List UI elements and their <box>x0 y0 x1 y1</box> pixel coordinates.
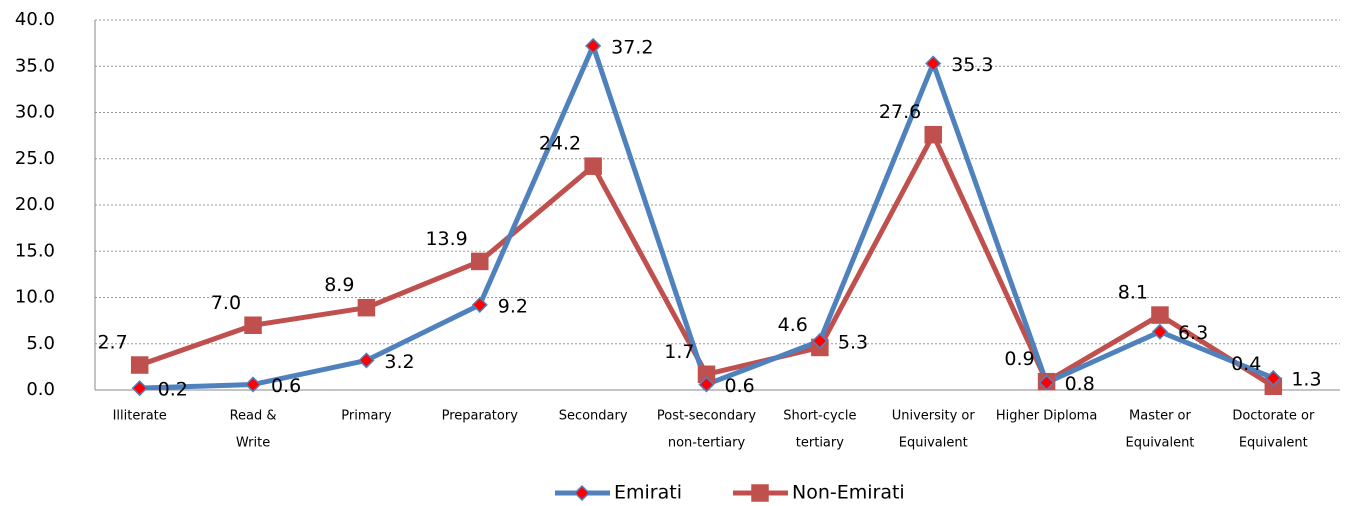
marker <box>471 296 488 313</box>
x-tick-label: Illiterate <box>113 409 167 424</box>
marker <box>244 376 262 393</box>
data-label: 1.3 <box>1291 368 1321 390</box>
series-line <box>138 132 1275 389</box>
marker <box>584 157 602 175</box>
legend-marker <box>573 484 591 502</box>
data-label: 24.2 <box>539 133 581 155</box>
marker <box>1151 306 1169 324</box>
data-label: 35.3 <box>951 54 993 76</box>
x-tick-label: non-tertiary <box>668 436 746 451</box>
data-label: 2.7 <box>97 332 127 354</box>
marker <box>811 332 828 350</box>
marker <box>1265 369 1282 387</box>
x-tick-label: Secondary <box>559 409 628 424</box>
legend-marker <box>751 484 769 502</box>
x-tick-label: tertiary <box>796 436 844 451</box>
y-tick-label: 30.0 <box>15 102 55 123</box>
data-label: 27.6 <box>879 101 921 123</box>
data-label: 7.0 <box>211 292 241 314</box>
marker <box>585 37 602 54</box>
y-tick-label: 40.0 <box>15 9 55 30</box>
data-label: 5.3 <box>838 331 868 353</box>
data-label: 1.7 <box>664 341 694 363</box>
x-tick-label: Equivalent <box>899 436 968 451</box>
marker <box>1038 374 1055 391</box>
data-label: 37.2 <box>611 36 653 58</box>
data-label: 0.6 <box>271 375 301 397</box>
marker <box>471 252 489 271</box>
legend-label: Emirati <box>614 482 682 504</box>
marker <box>244 316 262 334</box>
x-tick-label: Primary <box>341 409 392 424</box>
marker <box>131 380 148 397</box>
y-tick-label: 35.0 <box>15 55 55 76</box>
data-label: 4.6 <box>778 314 808 336</box>
x-tick-label: University or <box>892 409 976 424</box>
data-label: 0.2 <box>158 379 188 401</box>
data-label: 8.9 <box>324 274 354 296</box>
x-tick-label: Higher Diploma <box>996 409 1097 424</box>
data-label: 0.9 <box>1004 348 1034 370</box>
marker <box>1151 323 1169 340</box>
data-label: 13.9 <box>425 228 467 250</box>
x-tick-label: Preparatory <box>442 409 519 424</box>
marker <box>358 352 375 369</box>
marker <box>925 55 942 72</box>
y-tick-label: 0.0 <box>26 379 55 400</box>
x-tick-label: Write <box>236 436 270 451</box>
data-label: 9.2 <box>498 295 528 317</box>
y-tick-label: 10.0 <box>15 287 55 308</box>
x-tick-label: Equivalent <box>1239 436 1308 451</box>
y-tick-label: 20.0 <box>15 194 55 215</box>
legend-label: Non-Emirati <box>792 482 905 504</box>
x-tick-label: Read & <box>230 409 277 424</box>
y-tick-label: 25.0 <box>15 148 55 169</box>
data-label: 0.6 <box>725 375 755 397</box>
marker <box>357 298 376 317</box>
marker <box>698 376 715 393</box>
data-label: 6.3 <box>1178 322 1208 344</box>
x-tick-label: Master or <box>1129 409 1191 424</box>
x-tick-label: Post-secondary <box>657 409 757 424</box>
x-tick-label: Equivalent <box>1125 436 1194 451</box>
data-label: 0.4 <box>1231 353 1261 375</box>
data-label: 3.2 <box>384 351 414 373</box>
y-tick-label: 15.0 <box>15 240 55 261</box>
x-tick-label: Short-cycle <box>783 409 856 424</box>
marker <box>130 356 149 374</box>
y-tick-label: 5.0 <box>26 333 55 354</box>
marker <box>924 125 942 144</box>
data-label: 8.1 <box>1118 282 1148 304</box>
data-label: 0.8 <box>1065 373 1095 395</box>
series-line <box>139 43 1275 391</box>
x-tick-label: Doctorate or <box>1232 409 1315 424</box>
